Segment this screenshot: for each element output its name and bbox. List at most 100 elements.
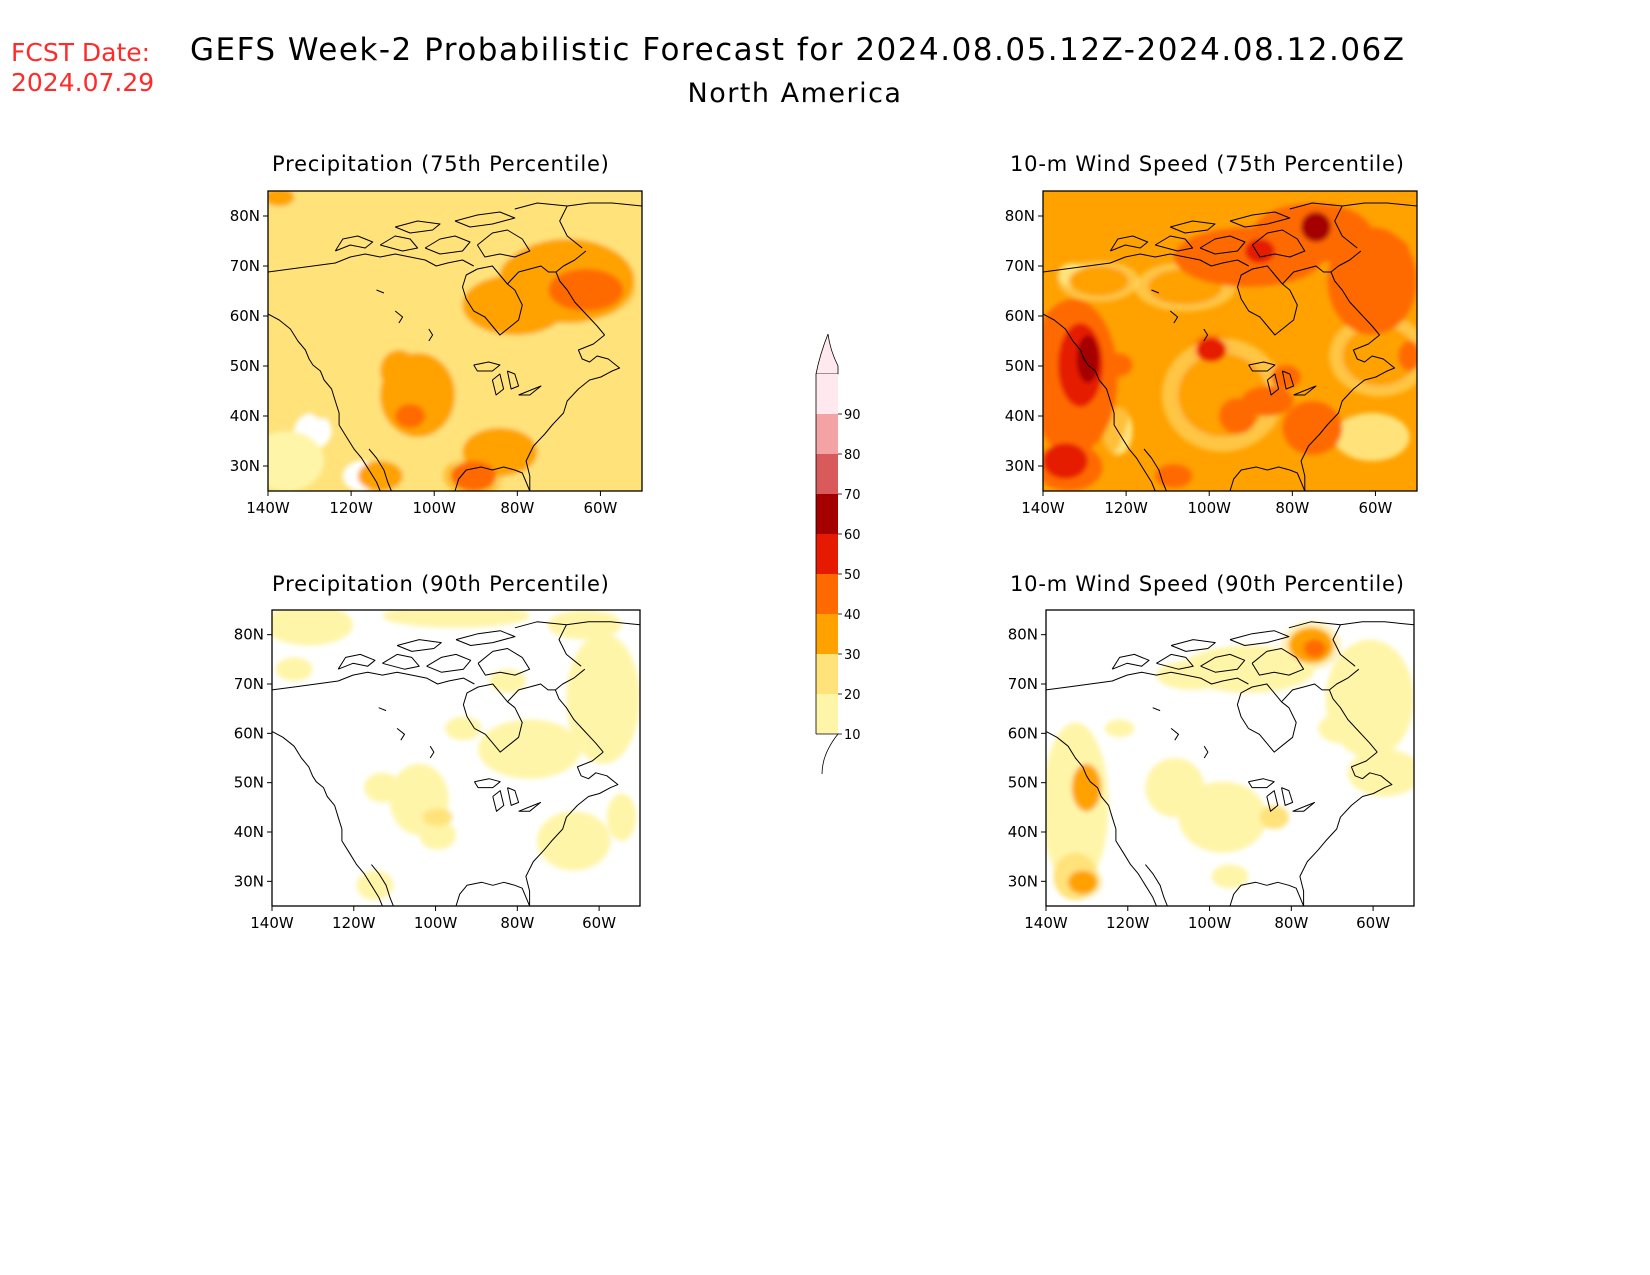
coastline (1248, 361, 1276, 372)
colorbar-level-label: 20 (844, 688, 861, 703)
coastline (1328, 668, 1378, 753)
coastline (1237, 265, 1298, 336)
probability-region (1259, 805, 1289, 830)
forecast-date-block: FCST Date: 2024.07.29 (11, 38, 154, 98)
coastline (1046, 671, 1249, 691)
probability-region (272, 610, 353, 646)
colorbar-swatch (816, 494, 838, 534)
probability-region (382, 610, 530, 628)
forecast-date-value: 2024.07.29 (11, 68, 155, 97)
longitude-label: 60W (1356, 914, 1390, 932)
coastline (1229, 881, 1305, 906)
coastline (462, 265, 523, 336)
coastline (428, 328, 434, 342)
colorbar-swatch (816, 534, 838, 574)
probability-region (422, 808, 453, 827)
forecast-date-label: FCST Date: (11, 38, 151, 67)
coastline (514, 202, 642, 210)
coastline (396, 639, 442, 652)
latitude-label: 70N (1008, 675, 1038, 693)
longitude-label: 80W (500, 914, 534, 932)
colorbar-swatch (816, 374, 838, 414)
coastline (462, 683, 523, 753)
coastline (1043, 253, 1249, 273)
colorbar-level-label: 80 (844, 448, 861, 463)
probability-region (1303, 639, 1326, 658)
coastline (1266, 790, 1279, 812)
latitude-label: 60N (230, 307, 260, 325)
coastline (1170, 728, 1179, 741)
latitude-label: 50N (1008, 774, 1038, 792)
coastline (1281, 787, 1294, 806)
coastline (426, 653, 472, 673)
probability-region (548, 269, 624, 311)
longitude-label: 80W (1274, 914, 1308, 932)
coastline (395, 220, 441, 234)
latitude-label: 60N (234, 724, 264, 742)
latitude-label: 40N (1008, 823, 1038, 841)
latitude-label: 50N (230, 357, 260, 375)
longitude-label: 100W (414, 914, 458, 932)
coastline (1169, 310, 1179, 324)
colorbar: 10 20 30 40 50 60 70 80 90 (815, 333, 861, 775)
coastline (1154, 235, 1194, 252)
coastline (518, 801, 542, 812)
coastline (337, 653, 376, 670)
longitude-label: 140W (1024, 914, 1068, 932)
coastline (1334, 205, 1358, 249)
latitude-label: 70N (234, 675, 264, 693)
coastline (492, 790, 505, 812)
latitude-label: 70N (1005, 257, 1035, 275)
probability-region (1398, 341, 1417, 371)
coastline (555, 250, 605, 336)
map-frame (1042, 190, 1418, 492)
longitude-label: 120W (1106, 914, 1150, 932)
coastline (1229, 466, 1306, 491)
latitude-label: 80N (1005, 207, 1035, 225)
coastline (1251, 648, 1305, 676)
longitude-label: 60W (1358, 499, 1392, 517)
longitude-label: 80W (1275, 499, 1309, 517)
probability-region (444, 716, 482, 741)
latitude-label: 60N (1008, 724, 1038, 742)
coastline (272, 671, 475, 691)
latitude-label: 30N (1008, 872, 1038, 890)
probability-region (1282, 401, 1343, 455)
coastline (1200, 653, 1246, 673)
probability-region (1043, 443, 1088, 479)
colorbar-swatch (816, 414, 838, 454)
probability-region (1071, 763, 1102, 812)
coastline (378, 707, 387, 712)
coastline (507, 787, 520, 806)
latitude-label: 30N (234, 872, 264, 890)
map-frame (1045, 609, 1415, 907)
probability-region (1102, 353, 1133, 377)
map-wind90: 80N 70N 60N 50N 40N 30N 140W 120W 100W 80W 60W (1008, 609, 1415, 932)
probability-region (1271, 365, 1302, 389)
page-title: GEFS Week-2 Probabilistic Forecast for 2… (190, 32, 1406, 68)
map-precip90: 80N 70N 60N 50N 40N 30N 140W 120W 100W 80W 60W (234, 609, 641, 932)
coastline (554, 668, 604, 753)
coastline (1156, 653, 1194, 670)
latitude-label: 40N (230, 407, 260, 425)
probability-region (275, 657, 313, 682)
coastline (1229, 630, 1290, 646)
coastline (1151, 289, 1160, 294)
coastline (507, 265, 556, 285)
coastline (518, 385, 542, 396)
page-subtitle: North America (687, 78, 903, 109)
coastline (455, 881, 531, 906)
coastline (525, 751, 619, 906)
coastline (491, 373, 505, 396)
probability-region (268, 191, 295, 206)
panel-title-precip90: Precipitation (90th Percentile) (272, 572, 610, 596)
map-frame (267, 190, 643, 492)
probability-region (268, 431, 325, 491)
probability-region (1104, 719, 1135, 738)
coastline (473, 778, 501, 789)
coastline (376, 289, 385, 294)
coastline (1143, 448, 1167, 491)
coastline (1203, 328, 1209, 342)
probability-region (536, 811, 611, 871)
colorbar-swatch (816, 454, 838, 494)
